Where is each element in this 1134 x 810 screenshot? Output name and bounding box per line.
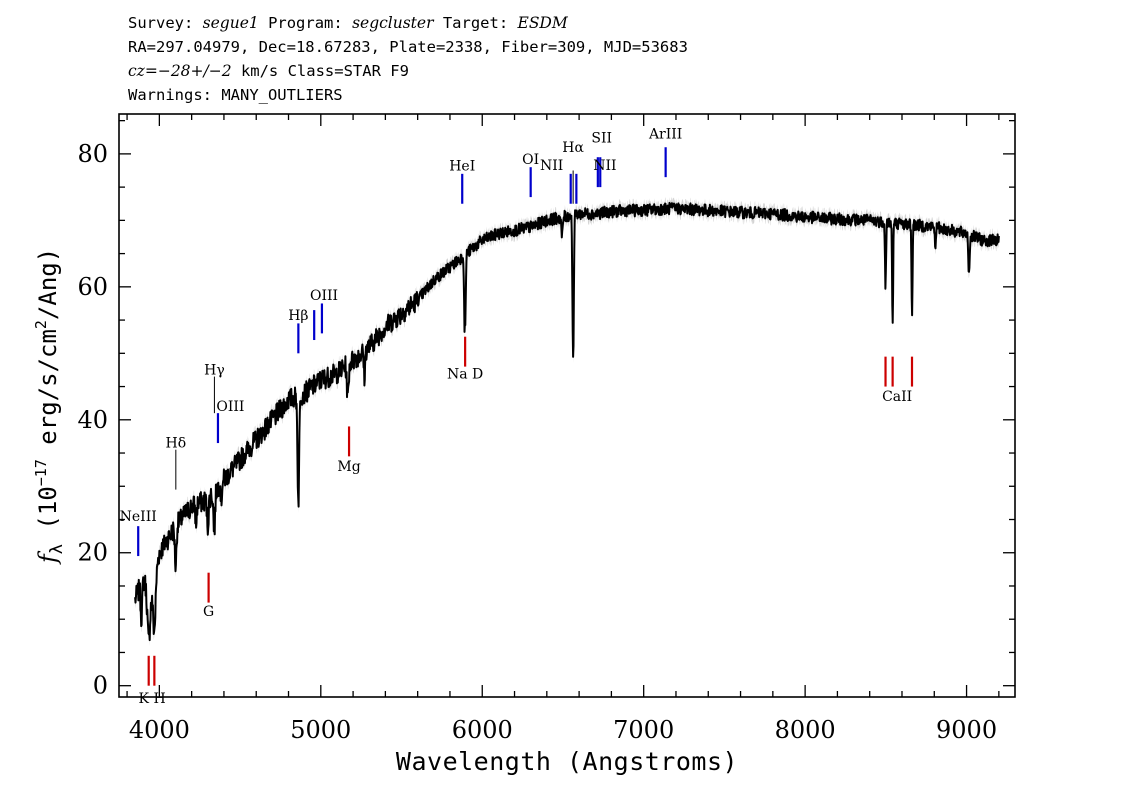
emission-label-ariii: ArIII (648, 127, 682, 143)
x-axis-label: Wavelength (Angstroms) (396, 747, 738, 776)
spectrum-line (134, 201, 1000, 642)
absorption-label-kh: K H (139, 691, 166, 707)
program-value: segcluster (352, 14, 434, 32)
emission-label-hei: HeI (449, 159, 475, 175)
survey-label: Survey: (128, 14, 203, 32)
emission-label-oiii-5007: OIII (310, 288, 338, 304)
emission-label-hdelta: Hδ (166, 436, 187, 452)
emission-label-nii-6583: NII (593, 158, 616, 174)
cz-value: cz=−28+/−2 (128, 62, 232, 80)
emission-label-oi: OI (522, 152, 539, 168)
y-tick-label: 80 (77, 140, 108, 168)
y-tick-label: 0 (93, 672, 108, 700)
emission-label-oiii-4363: OIII (216, 399, 244, 415)
x-tick-label: 6000 (452, 716, 513, 744)
emission-label-hgamma: Hγ (204, 363, 225, 379)
absorption-label-mg: Mg (337, 459, 360, 475)
header-line-coordinates: RA=297.04979, Dec=18.67283, Plate=2338, … (128, 38, 688, 56)
header-line-redshift: cz=−28+/−2 km/s Class=STAR F9 (128, 62, 409, 80)
emission-label-sii: SII (591, 131, 612, 147)
class-text: km/s Class=STAR F9 (231, 62, 409, 80)
y-tick-label: 60 (77, 273, 108, 301)
emission-label-nii-6548: NII (540, 158, 563, 174)
absorption-label-nad: Na D (447, 367, 483, 383)
header-line-survey: Survey: segue1 Program: segcluster Targe… (128, 14, 568, 32)
emission-label-hbeta: Hβ (288, 308, 308, 324)
target-label: Target: (433, 14, 518, 32)
x-tick-label: 4000 (129, 716, 190, 744)
absorption-label-g: G (203, 604, 214, 620)
x-tick-label: 7000 (613, 716, 674, 744)
x-tick-label: 5000 (290, 716, 351, 744)
y-tick-label: 20 (77, 539, 108, 567)
target-value: ESDM (517, 14, 568, 32)
y-axis-label: fλ (10−17 erg/s/cm2/Ang) (32, 248, 67, 565)
emission-label-neiii: NeIII (120, 509, 157, 525)
program-label: Program: (258, 14, 353, 32)
absorption-label-caii: CaII (882, 389, 912, 405)
header-line-warnings: Warnings: MANY_OUTLIERS (128, 86, 343, 104)
y-tick-label: 40 (77, 406, 108, 434)
x-tick-label: 9000 (936, 716, 997, 744)
emission-label-halpha: Hα (562, 140, 584, 156)
x-tick-label: 8000 (775, 716, 836, 744)
plot-frame (118, 113, 1016, 698)
survey-value: segue1 (202, 14, 259, 32)
